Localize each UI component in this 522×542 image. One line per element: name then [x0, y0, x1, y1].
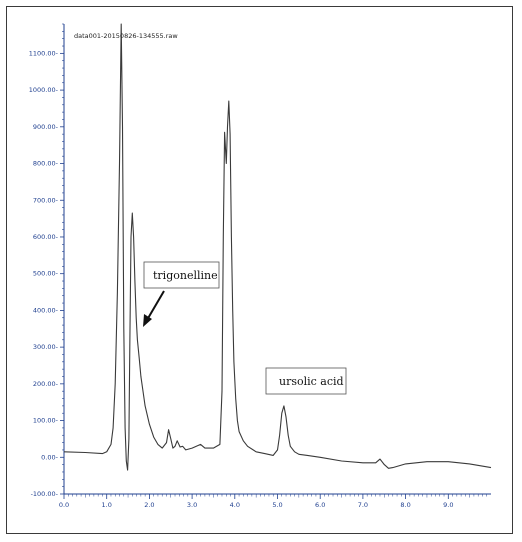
y-axis-ticks: -100.00- 0.00- 100.00- 200.00- 300.00- 400.00…: [29, 23, 64, 498]
annotation-arrow-line: [146, 290, 165, 321]
y-tick-label: 500.00-: [33, 270, 59, 278]
annotation-box-trigonelline: [143, 261, 220, 289]
y-tick-label: 0.00-: [41, 453, 58, 461]
x-tick-label: 6.0: [315, 501, 325, 509]
series-layer: [63, 23, 492, 471]
series-line: [63, 23, 492, 471]
y-tick-label: 200.00-: [33, 380, 59, 388]
x-tick-label: 4.0: [230, 501, 240, 509]
x-axis-ticks: 0.0 1.0 2.0 3.0 4.0 5.0 6.0 7.0 8.0 9.0: [59, 494, 487, 509]
y-tick-label: 700.00-: [33, 196, 59, 204]
y-tick-label: 100.00-: [33, 417, 59, 425]
annotation-trigonelline: trigonelline: [153, 269, 218, 282]
y-tick-label: 300.00-: [33, 343, 59, 351]
x-tick-label: 8.0: [400, 501, 410, 509]
axes: [63, 24, 491, 495]
figure-frame: [6, 6, 513, 534]
x-tick-label: 5.0: [272, 501, 282, 509]
y-tick-label: 1000.00-: [29, 86, 59, 94]
y-tick-label: 800.00-: [33, 160, 59, 168]
x-tick-label: 3.0: [187, 501, 197, 509]
y-tick-label: -100.00-: [31, 490, 59, 498]
y-tick-label: 1100.00-: [29, 49, 59, 57]
x-tick-label: 1.0: [102, 501, 112, 509]
annotation-box-ursolic-acid: [265, 367, 347, 395]
x-tick-label: 9.0: [443, 501, 453, 509]
y-tick-label: 600.00-: [33, 233, 59, 241]
annotation-ursolic-acid: ursolic acid: [279, 375, 344, 388]
x-tick-label: 7.0: [358, 501, 368, 509]
x-tick-label: 2.0: [144, 501, 154, 509]
y-tick-label: 400.00-: [33, 306, 59, 314]
x-tick-label: 0.0: [59, 501, 69, 509]
arrow-head-icon: [143, 314, 152, 327]
chart-title: data001-20150826-134555.raw: [74, 32, 178, 40]
y-tick-label: 900.00-: [33, 123, 59, 131]
